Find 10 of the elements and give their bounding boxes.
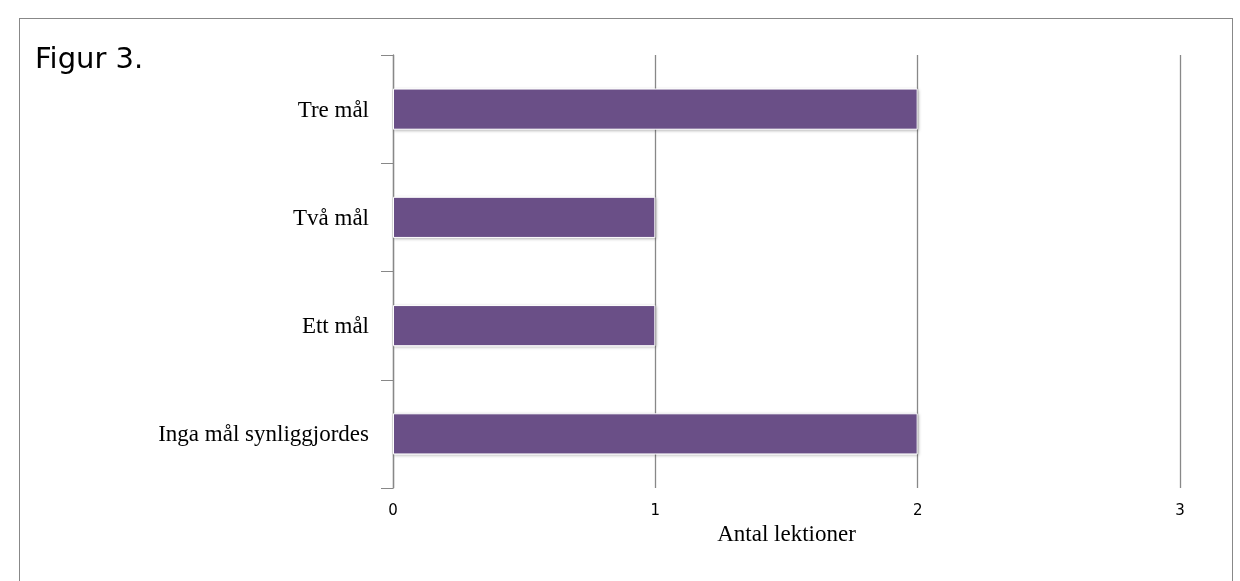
- y-tick-label: Två mål: [293, 204, 369, 230]
- x-tick-label: 3: [1175, 500, 1185, 519]
- x-tick-label: 0: [388, 500, 398, 519]
- y-tick-label: Inga mål synliggjordes: [158, 421, 370, 447]
- x-tick-label: 2: [912, 500, 923, 519]
- x-axis-title: Antal lektioner: [717, 520, 857, 546]
- x-tick-label: 1: [650, 500, 661, 519]
- y-tick-label: Ett mål: [301, 313, 369, 339]
- text: Figur 3.: [35, 40, 144, 75]
- y-tick-label: Tre mål: [297, 96, 369, 122]
